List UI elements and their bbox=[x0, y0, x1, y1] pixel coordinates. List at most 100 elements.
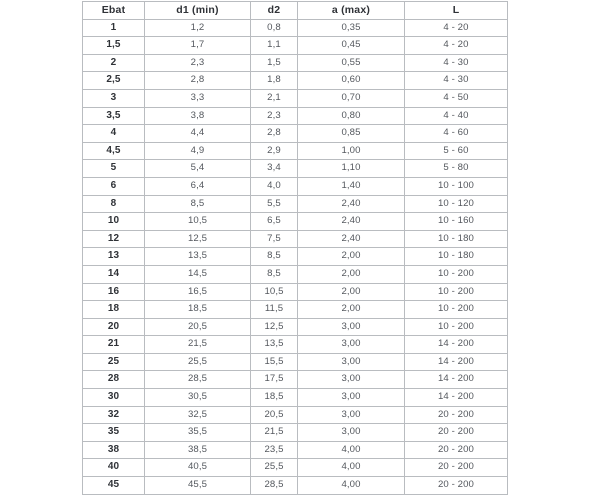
table-cell-l: 4 - 30 bbox=[404, 53, 508, 73]
column-header-d2: d2 bbox=[250, 1, 298, 20]
table-cell-d1: 8,5 bbox=[144, 194, 251, 214]
table-cell-d2: 3,4 bbox=[250, 159, 298, 178]
table-cell-d2: 20,5 bbox=[250, 405, 298, 425]
table-cell-l: 14 - 200 bbox=[404, 388, 508, 407]
table-cell-ebat: 18 bbox=[82, 300, 145, 319]
table-cell-d2: 1,1 bbox=[250, 36, 298, 55]
table-cell-a: 0,35 bbox=[297, 18, 405, 38]
column-header-l: L bbox=[404, 1, 508, 20]
table-cell-a: 1,40 bbox=[297, 176, 405, 196]
table-cell-a: 3,00 bbox=[297, 423, 405, 442]
table-cell-l: 20 - 200 bbox=[404, 458, 508, 478]
table-cell-a: 0,80 bbox=[297, 106, 405, 126]
table-row: 10 10,5 6,5 2,40 10 - 160 bbox=[82, 212, 508, 231]
table-cell-d1: 21,5 bbox=[144, 335, 251, 354]
table-cell-d1: 3,8 bbox=[144, 106, 251, 126]
table-row: 38 38,5 23,5 4,00 20 - 200 bbox=[82, 440, 508, 460]
table-cell-a: 2,40 bbox=[297, 229, 405, 249]
table-cell-ebat: 45 bbox=[82, 476, 145, 495]
table-cell-d1: 32,5 bbox=[144, 405, 251, 425]
table-header-row: Ebat d1 (min) d2 a (max) L bbox=[82, 1, 508, 20]
table-cell-l: 20 - 200 bbox=[404, 423, 508, 442]
table-cell-a: 0,70 bbox=[297, 88, 405, 108]
table-cell-d2: 15,5 bbox=[250, 352, 298, 372]
table-cell-d1: 13,5 bbox=[144, 247, 251, 266]
table-cell-a: 2,00 bbox=[297, 247, 405, 266]
table-body: 1 1,2 0,8 0,35 4 - 20 1,5 1,7 1,1 0,45 4 - 20 2 2,3… bbox=[82, 18, 508, 495]
table-cell-ebat: 5 bbox=[82, 159, 145, 178]
table-cell-d1: 12,5 bbox=[144, 229, 251, 249]
table-row: 35 35,5 21,5 3,00 20 - 200 bbox=[82, 423, 508, 442]
table-cell-d2: 2,1 bbox=[250, 88, 298, 108]
table-row: 30 30,5 18,5 3,00 14 - 200 bbox=[82, 388, 508, 407]
table-cell-d2: 8,5 bbox=[250, 247, 298, 266]
table-cell-d1: 4,4 bbox=[144, 124, 251, 143]
table-cell-d1: 40,5 bbox=[144, 458, 251, 478]
table-row: 4 4,4 2,8 0,85 4 - 60 bbox=[82, 124, 508, 143]
table-cell-ebat: 14 bbox=[82, 264, 145, 284]
table-cell-d1: 25,5 bbox=[144, 352, 251, 372]
table-cell-ebat: 35 bbox=[82, 423, 145, 442]
table-cell-ebat: 6 bbox=[82, 176, 145, 196]
table-row: 2 2,3 1,5 0,55 4 - 30 bbox=[82, 53, 508, 73]
table-cell-d2: 5,5 bbox=[250, 194, 298, 214]
table-cell-ebat: 30 bbox=[82, 388, 145, 407]
table-cell-d1: 2,8 bbox=[144, 71, 251, 90]
table-cell-d1: 30,5 bbox=[144, 388, 251, 407]
table-cell-l: 14 - 200 bbox=[404, 370, 508, 390]
table-cell-d1: 2,3 bbox=[144, 53, 251, 73]
table-cell-ebat: 2 bbox=[82, 53, 145, 73]
table-row: 32 32,5 20,5 3,00 20 - 200 bbox=[82, 405, 508, 425]
table-cell-ebat: 4 bbox=[82, 124, 145, 143]
table-cell-d1: 1,2 bbox=[144, 18, 251, 38]
column-header-ebat: Ebat bbox=[82, 1, 145, 20]
table-cell-d2: 2,3 bbox=[250, 106, 298, 126]
table-cell-a: 2,40 bbox=[297, 212, 405, 231]
table-cell-a: 3,00 bbox=[297, 352, 405, 372]
table-cell-l: 4 - 30 bbox=[404, 71, 508, 90]
table-cell-l: 10 - 180 bbox=[404, 229, 508, 249]
table-cell-l: 20 - 200 bbox=[404, 476, 508, 495]
table-cell-d1: 45,5 bbox=[144, 476, 251, 495]
table-cell-d2: 8,5 bbox=[250, 264, 298, 284]
table-cell-d1: 3,3 bbox=[144, 88, 251, 108]
table-cell-d2: 28,5 bbox=[250, 476, 298, 495]
table-cell-ebat: 38 bbox=[82, 440, 145, 460]
table-cell-l: 14 - 200 bbox=[404, 352, 508, 372]
table-cell-a: 0,85 bbox=[297, 124, 405, 143]
table-cell-d2: 17,5 bbox=[250, 370, 298, 390]
table-cell-d2: 1,8 bbox=[250, 71, 298, 90]
table-cell-d2: 12,5 bbox=[250, 317, 298, 337]
table-cell-ebat: 3 bbox=[82, 88, 145, 108]
table-cell-d2: 7,5 bbox=[250, 229, 298, 249]
table-cell-ebat: 28 bbox=[82, 370, 145, 390]
table-cell-d2: 21,5 bbox=[250, 423, 298, 442]
table-cell-l: 4 - 20 bbox=[404, 36, 508, 55]
table-cell-a: 1,10 bbox=[297, 159, 405, 178]
table-cell-ebat: 12 bbox=[82, 229, 145, 249]
table-cell-l: 14 - 200 bbox=[404, 335, 508, 354]
specification-table: Ebat d1 (min) d2 a (max) L 1 1,2 0,8 0,35 4 … bbox=[82, 1, 508, 495]
table-cell-d1: 4,9 bbox=[144, 141, 251, 161]
table-row: 6 6,4 4,0 1,40 10 - 100 bbox=[82, 176, 508, 196]
table-row: 5 5,4 3,4 1,10 5 - 80 bbox=[82, 159, 508, 178]
table-cell-d1: 38,5 bbox=[144, 440, 251, 460]
table-cell-l: 4 - 60 bbox=[404, 124, 508, 143]
table-cell-ebat: 32 bbox=[82, 405, 145, 425]
table-cell-ebat: 2,5 bbox=[82, 71, 145, 90]
table-header: Ebat d1 (min) d2 a (max) L bbox=[82, 1, 508, 20]
table-cell-a: 3,00 bbox=[297, 388, 405, 407]
table-cell-a: 4,00 bbox=[297, 440, 405, 460]
table-cell-a: 3,00 bbox=[297, 317, 405, 337]
table-cell-ebat: 1,5 bbox=[82, 36, 145, 55]
table-cell-d2: 10,5 bbox=[250, 282, 298, 302]
table-cell-a: 2,00 bbox=[297, 300, 405, 319]
table-cell-ebat: 20 bbox=[82, 317, 145, 337]
table-row: 16 16,5 10,5 2,00 10 - 200 bbox=[82, 282, 508, 302]
table-cell-l: 20 - 200 bbox=[404, 440, 508, 460]
table-cell-l: 4 - 40 bbox=[404, 106, 508, 126]
table-cell-ebat: 1 bbox=[82, 18, 145, 38]
table-cell-ebat: 13 bbox=[82, 247, 145, 266]
table-cell-d2: 13,5 bbox=[250, 335, 298, 354]
column-header-a: a (max) bbox=[297, 1, 405, 20]
